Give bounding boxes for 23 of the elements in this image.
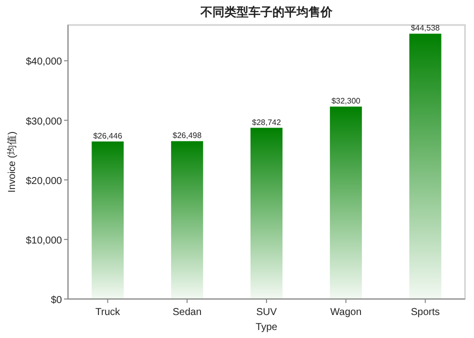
data-label: $26,498: [172, 131, 202, 140]
chart-title: 不同类型车子的平均售价: [200, 5, 334, 19]
bar: [409, 34, 442, 299]
bar: [250, 128, 282, 299]
y-tick-label: $30,000: [26, 116, 62, 128]
data-label: $44,538: [410, 24, 440, 33]
y-tick-label: $10,000: [26, 235, 62, 246]
bar: [330, 106, 362, 299]
x-tick-label: Wagon: [330, 307, 362, 318]
y-tick-label: $0: [50, 295, 62, 306]
x-tick-label: Sports: [410, 307, 440, 318]
data-label: $32,300: [331, 96, 361, 106]
data-label: $26,446: [93, 131, 123, 140]
bar: [171, 141, 204, 299]
bar: [92, 141, 124, 299]
data-label: $28,742: [252, 118, 282, 127]
x-tick-label: Truck: [95, 307, 122, 318]
y-tick-label: $20,000: [26, 176, 62, 187]
x-tick-label: Sedan: [172, 307, 202, 318]
y-axis-title: Invoice (均值): [6, 131, 18, 193]
x-axis-title: Type: [256, 322, 278, 333]
x-tick-label: SUV: [256, 307, 278, 318]
y-tick-label: $40,000: [26, 56, 62, 68]
